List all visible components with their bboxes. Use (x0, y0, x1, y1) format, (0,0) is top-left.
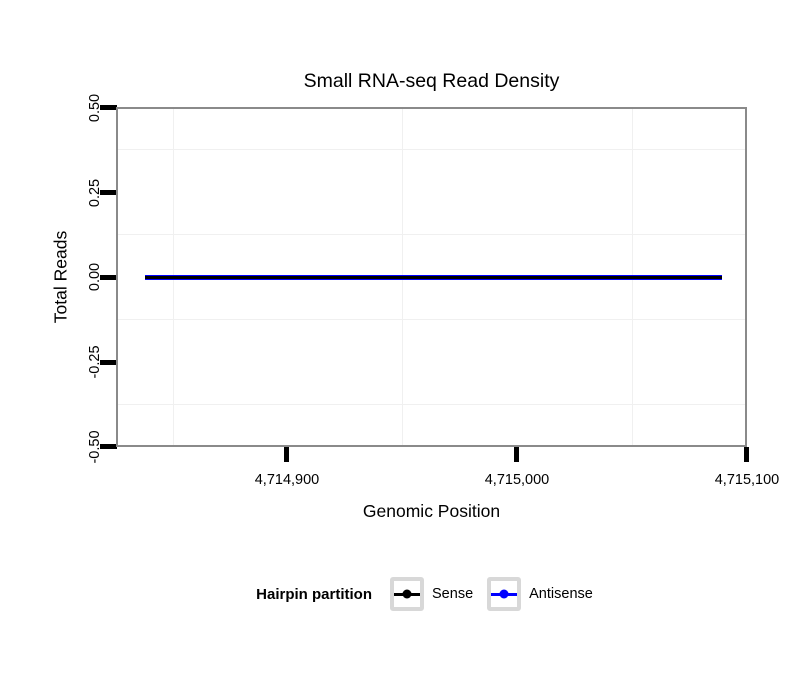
x-tick-mark (514, 447, 519, 462)
legend: Hairpin partition Sense Antisense (116, 574, 747, 614)
legend-label-antisense: Antisense (529, 586, 593, 602)
legend-item-sense: Sense (390, 577, 473, 611)
x-tick-label: 4,715,000 (484, 472, 550, 488)
plot-panel (116, 107, 747, 447)
legend-item-antisense: Antisense (487, 577, 593, 611)
x-axis-title: Genomic Position (362, 501, 501, 521)
y-tick-mark (100, 275, 117, 280)
minor-gridline (118, 149, 745, 150)
x-tick-mark (284, 447, 289, 462)
legend-key-box (390, 577, 425, 611)
chart-title: Small RNA-seq Read Density (303, 70, 560, 92)
sense-line-dot-icon (394, 581, 421, 607)
x-tick-mark (744, 447, 749, 462)
legend-label-sense: Sense (432, 586, 474, 602)
legend-key-box (487, 577, 522, 611)
sense-line-series (145, 276, 722, 279)
antisense-line-dot-icon (491, 581, 518, 607)
y-tick-mark (100, 360, 117, 365)
legend-title: Hairpin partition (256, 585, 373, 603)
minor-gridline (118, 234, 745, 235)
x-tick-label: 4,714,900 (254, 472, 320, 488)
antisense-line-series (145, 275, 722, 280)
y-tick-mark (100, 444, 117, 449)
minor-gridline (118, 404, 745, 405)
x-tick-label: 4,715,100 (714, 472, 780, 488)
y-tick-mark (100, 190, 117, 195)
minor-gridline (118, 319, 745, 320)
y-tick-mark (100, 105, 117, 110)
